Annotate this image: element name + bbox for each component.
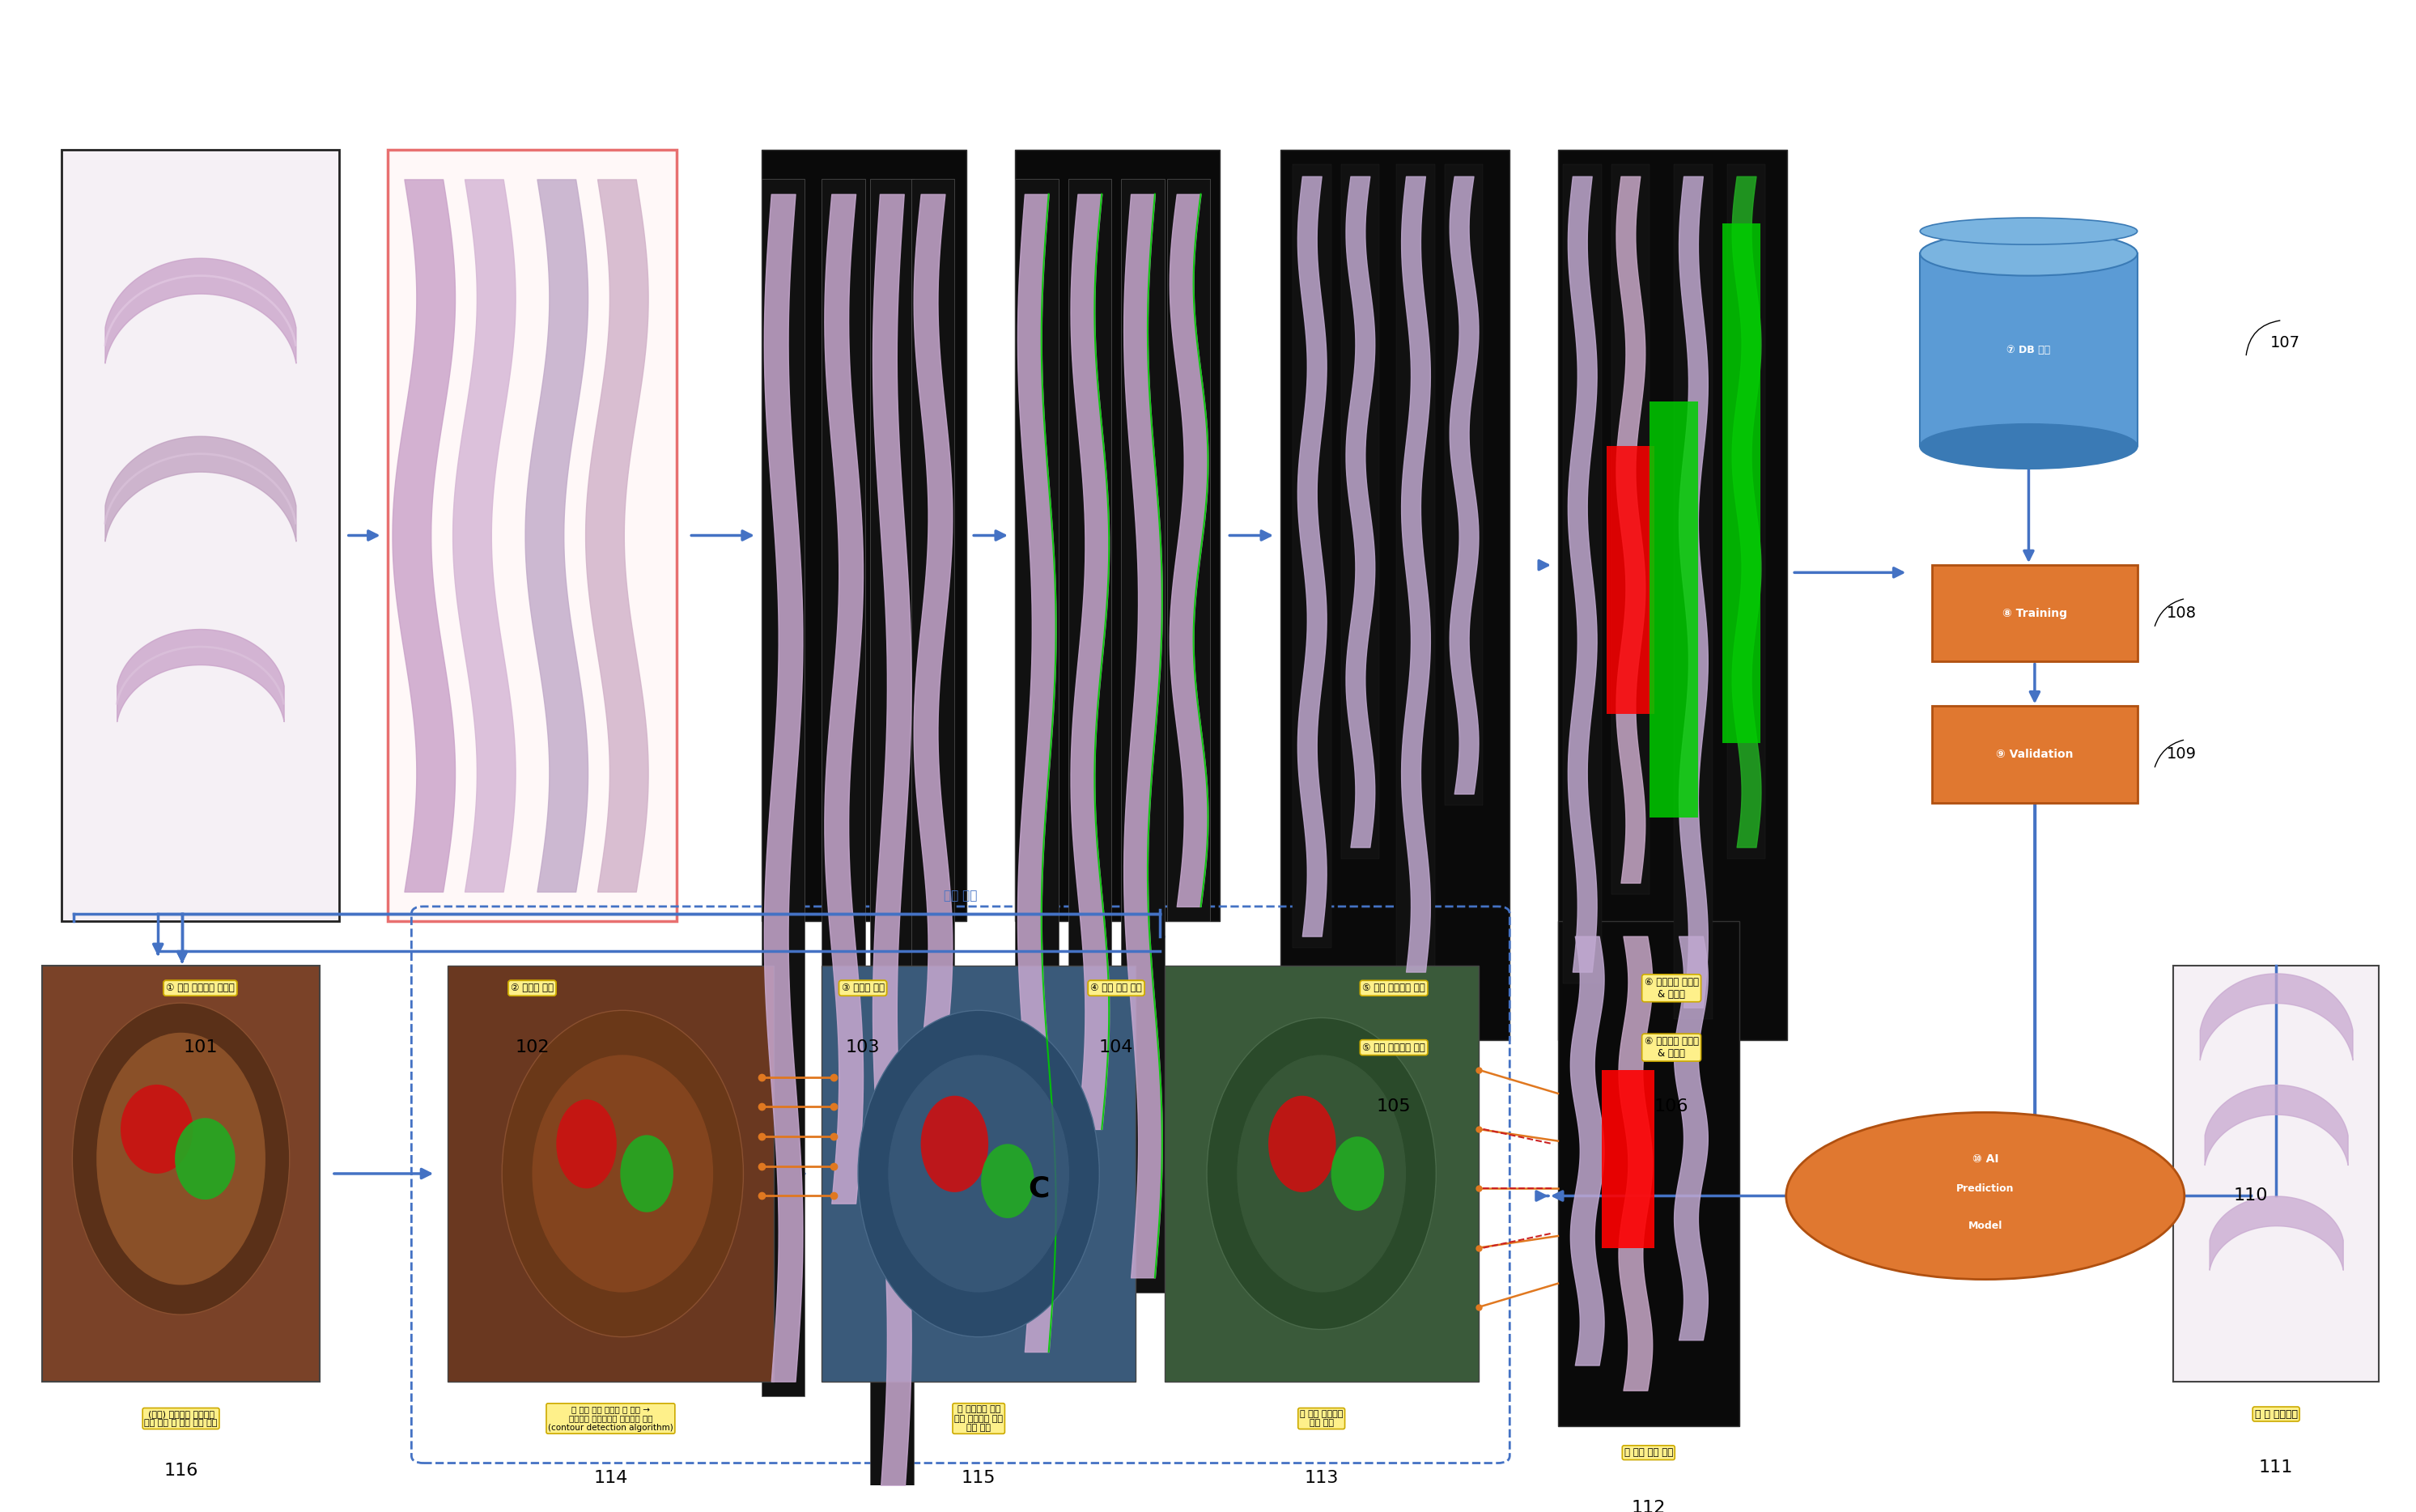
Text: ⑮ 회전하며 원본
검체 이미지와 경계
영역 비교: ⑮ 회전하며 원본 검체 이미지와 경계 영역 비교 xyxy=(954,1405,1003,1432)
Ellipse shape xyxy=(174,1117,234,1199)
Text: ④ 기준 표면 추출: ④ 기준 표면 추출 xyxy=(1090,983,1143,993)
FancyBboxPatch shape xyxy=(1293,165,1331,948)
Ellipse shape xyxy=(97,1033,266,1285)
FancyBboxPatch shape xyxy=(1121,180,1165,1293)
FancyBboxPatch shape xyxy=(1727,165,1766,859)
FancyBboxPatch shape xyxy=(1674,165,1713,1019)
Text: 영상 비교: 영상 비교 xyxy=(945,891,978,903)
Ellipse shape xyxy=(556,1099,616,1188)
Text: Model: Model xyxy=(1969,1220,2003,1231)
Text: 107: 107 xyxy=(2271,334,2300,351)
Ellipse shape xyxy=(1208,1018,1435,1329)
Ellipse shape xyxy=(1921,231,2138,275)
FancyBboxPatch shape xyxy=(1611,165,1650,895)
Text: ② 이미지 퍼기: ② 이미지 퍼기 xyxy=(510,983,553,993)
FancyBboxPatch shape xyxy=(1396,165,1435,984)
Ellipse shape xyxy=(503,1010,744,1337)
Text: ⑭ 원본 검체 이미지 색 변경 →
회전하는 슬라이드와 경계영역 비교
(contour detection algorithm): ⑭ 원본 검체 이미지 색 변경 → 회전하는 슬라이드와 경계영역 비교 (c… xyxy=(548,1405,674,1432)
Text: ① 원본 슬라이드 이미지: ① 원본 슬라이드 이미지 xyxy=(167,983,234,993)
Text: 103: 103 xyxy=(846,1039,879,1055)
FancyBboxPatch shape xyxy=(1068,180,1111,1145)
Text: 115: 115 xyxy=(962,1470,995,1486)
Text: 105: 105 xyxy=(1377,1099,1411,1114)
FancyBboxPatch shape xyxy=(1723,224,1761,744)
Text: 111: 111 xyxy=(2259,1459,2293,1476)
FancyBboxPatch shape xyxy=(911,180,954,1070)
Text: C: C xyxy=(1029,1175,1049,1202)
Ellipse shape xyxy=(920,1096,988,1191)
Text: ⑬ 원본 슬라이드
위치 확인: ⑬ 원본 슬라이드 위치 확인 xyxy=(1300,1409,1343,1427)
Ellipse shape xyxy=(1268,1096,1336,1191)
Text: 114: 114 xyxy=(594,1470,628,1486)
FancyBboxPatch shape xyxy=(821,180,865,1219)
Text: 110: 110 xyxy=(2232,1188,2269,1204)
Ellipse shape xyxy=(1921,425,2138,469)
FancyBboxPatch shape xyxy=(1563,165,1602,984)
FancyBboxPatch shape xyxy=(1280,150,1510,1040)
FancyBboxPatch shape xyxy=(1607,446,1655,714)
Text: ⑤ 기준 표면으로 퍼기: ⑤ 기준 표면으로 퍼기 xyxy=(1363,1042,1425,1052)
Ellipse shape xyxy=(889,1055,1070,1293)
Ellipse shape xyxy=(1785,1113,2184,1279)
FancyBboxPatch shape xyxy=(387,150,676,921)
Text: 112: 112 xyxy=(1631,1500,1665,1512)
Text: 106: 106 xyxy=(1655,1099,1689,1114)
Text: ① 원본 슬라이드 이미지: ① 원본 슬라이드 이미지 xyxy=(167,983,234,993)
Text: ⑧ Training: ⑧ Training xyxy=(2003,608,2068,618)
Ellipse shape xyxy=(981,1145,1034,1219)
Text: ⑨ Validation: ⑨ Validation xyxy=(1996,748,2073,761)
Text: 113: 113 xyxy=(1305,1470,1338,1486)
FancyBboxPatch shape xyxy=(1015,150,1220,921)
FancyBboxPatch shape xyxy=(761,150,966,921)
Ellipse shape xyxy=(1237,1055,1406,1293)
FancyBboxPatch shape xyxy=(1650,402,1698,818)
Text: ② 이미지 퍼기: ② 이미지 퍼기 xyxy=(510,983,553,993)
Ellipse shape xyxy=(121,1084,193,1173)
FancyBboxPatch shape xyxy=(60,150,338,921)
FancyBboxPatch shape xyxy=(1602,1070,1655,1247)
Ellipse shape xyxy=(621,1136,674,1213)
Text: ⑦ DB 구축: ⑦ DB 구축 xyxy=(2008,345,2051,355)
FancyBboxPatch shape xyxy=(447,966,773,1382)
Ellipse shape xyxy=(1331,1137,1384,1211)
FancyBboxPatch shape xyxy=(1167,180,1210,921)
FancyBboxPatch shape xyxy=(1165,966,1479,1382)
Text: (최종) 위내시경 이미지의
원본 위치 및 병변 영역 확인: (최종) 위내시경 이미지의 원본 위치 및 병변 영역 확인 xyxy=(145,1409,217,1427)
Text: Prediction: Prediction xyxy=(1957,1184,2015,1194)
Text: 116: 116 xyxy=(164,1462,198,1479)
FancyBboxPatch shape xyxy=(1558,921,1740,1426)
Text: 104: 104 xyxy=(1099,1039,1133,1055)
FancyBboxPatch shape xyxy=(1921,254,2138,446)
FancyBboxPatch shape xyxy=(2174,966,2380,1382)
FancyBboxPatch shape xyxy=(821,966,1136,1382)
FancyBboxPatch shape xyxy=(1341,165,1380,859)
Text: 102: 102 xyxy=(515,1039,548,1055)
Text: ⑫ 병변 영역 예측: ⑫ 병변 영역 예측 xyxy=(1624,1447,1672,1458)
FancyBboxPatch shape xyxy=(1933,706,2138,803)
Text: ⑤ 기준 표면으로 퍼기: ⑤ 기준 표면으로 퍼기 xyxy=(1363,983,1425,993)
FancyBboxPatch shape xyxy=(870,180,913,1512)
Text: ③ 이미지 분리: ③ 이미지 분리 xyxy=(841,983,884,993)
Text: 109: 109 xyxy=(2167,747,2196,762)
Text: 101: 101 xyxy=(184,1039,217,1055)
Text: ⑪ 새 슬라이드: ⑪ 새 슬라이드 xyxy=(2254,1409,2298,1420)
Text: ④ 기준 표면 추출: ④ 기준 표면 추출 xyxy=(1090,983,1143,993)
Ellipse shape xyxy=(532,1055,713,1293)
Text: ③ 이미지 분리: ③ 이미지 분리 xyxy=(841,983,884,993)
Text: 108: 108 xyxy=(2167,606,2196,621)
FancyBboxPatch shape xyxy=(41,966,319,1382)
Text: ⑩ AI: ⑩ AI xyxy=(1971,1154,1998,1164)
FancyBboxPatch shape xyxy=(1445,165,1483,806)
FancyBboxPatch shape xyxy=(1558,150,1788,1040)
Ellipse shape xyxy=(858,1010,1099,1337)
FancyBboxPatch shape xyxy=(761,180,805,1396)
Ellipse shape xyxy=(72,1002,290,1314)
Ellipse shape xyxy=(1921,218,2138,245)
Text: ⑥ 관심영역 마스킹
& 라벨링: ⑥ 관심영역 마스킹 & 라벨링 xyxy=(1645,1036,1698,1058)
Text: ⑥ 관심영역 마스킹
& 라벨링: ⑥ 관심영역 마스킹 & 라벨링 xyxy=(1645,977,1698,999)
FancyBboxPatch shape xyxy=(1015,180,1058,1367)
FancyBboxPatch shape xyxy=(1933,565,2138,662)
